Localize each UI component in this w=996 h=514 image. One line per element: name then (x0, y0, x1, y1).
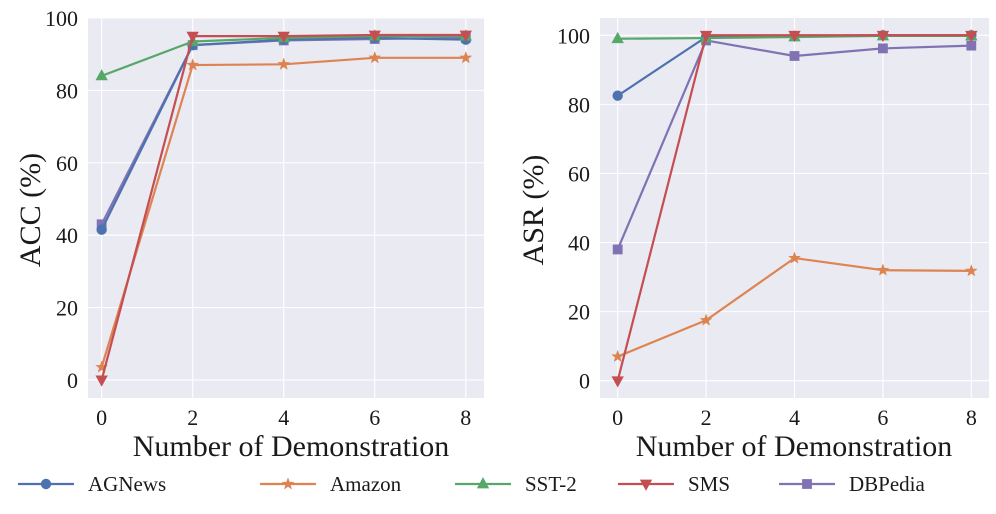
asr-point-sms-6 (876, 30, 890, 43)
asr-point-agnews-0 (612, 90, 623, 101)
asr-point-amazon-2 (699, 313, 713, 326)
legend-marker-sms (639, 479, 653, 491)
legend-item-agnews: AGNews (18, 472, 166, 496)
asr-x-axis-title: Number of Demonstration (636, 430, 953, 463)
asr-point-sst-2-0 (611, 31, 624, 44)
acc-y-ticks: 0 20 40 60 80 100 (45, 6, 78, 393)
acc-point-amazon-8 (459, 51, 473, 64)
asr-y-tick-60: 60 (568, 161, 590, 186)
asr-x-tick-6: 6 (877, 405, 888, 430)
asr-x-tick-4: 4 (789, 405, 800, 430)
asr-x-tick-0: 0 (612, 405, 623, 430)
legend-marker-dbpedia (802, 479, 812, 489)
acc-y-tick-0: 0 (67, 368, 78, 393)
legend-label-sst-2: SST-2 (525, 472, 577, 496)
asr-y-ticks: 0 20 40 60 80 100 (557, 23, 590, 393)
asr-panel: 0 20 40 60 80 100 0 2 4 6 8 Number of Demonstrati… (517, 18, 989, 463)
legend-label-sms: SMS (688, 472, 730, 496)
legend-item-sst-2: SST-2 (455, 472, 577, 496)
asr-point-dbpedia-0 (612, 244, 623, 255)
asr-series-sms (611, 30, 978, 388)
legend-marker-sst-2 (476, 477, 490, 489)
acc-point-sms-6 (368, 30, 381, 42)
legend: AGNews Amazon SST-2 SMS DBPedia (18, 472, 926, 496)
acc-point-sst-2-0 (95, 69, 108, 81)
acc-point-amazon-2 (186, 58, 200, 71)
legend-label-dbpedia: DBPedia (849, 472, 926, 496)
legend-label-agnews: AGNews (88, 472, 166, 496)
asr-point-sms-4 (788, 30, 801, 43)
acc-point-sms-2 (186, 31, 199, 43)
acc-plot-background (88, 18, 484, 398)
acc-x-tick-0: 0 (96, 405, 107, 430)
acc-point-amazon-4 (277, 57, 291, 70)
asr-x-tick-2: 2 (701, 405, 712, 430)
asr-y-axis-title: ASR (%) (517, 155, 550, 266)
legend-label-amazon: Amazon (330, 472, 402, 496)
acc-panel: 0 20 40 60 80 100 0 2 4 6 8 Number of Demonstrati… (14, 6, 484, 463)
acc-y-axis-title: ACC (%) (14, 153, 47, 267)
acc-x-tick-4: 4 (278, 405, 289, 430)
legend-marker-amazon (281, 477, 295, 490)
asr-x-tick-8: 8 (966, 405, 977, 430)
legend-marker-agnews (40, 478, 52, 490)
acc-y-tick-20: 20 (56, 296, 78, 321)
asr-point-dbpedia-6 (878, 43, 888, 54)
legend-item-amazon: Amazon (260, 472, 402, 496)
acc-x-tick-8: 8 (460, 405, 471, 430)
asr-series-amazon (611, 251, 978, 362)
acc-y-tick-60: 60 (56, 151, 78, 176)
acc-y-tick-80: 80 (56, 78, 78, 103)
acc-point-sms-4 (277, 31, 290, 43)
acc-x-tick-6: 6 (369, 405, 380, 430)
asr-y-tick-80: 80 (568, 92, 590, 117)
acc-x-axis-title: Number of Demonstration (133, 430, 450, 463)
acc-point-amazon-6 (368, 51, 382, 64)
acc-point-sms-8 (459, 30, 472, 42)
acc-y-tick-40: 40 (56, 223, 78, 248)
acc-x-ticks: 0 2 4 6 8 (96, 405, 471, 430)
legend-item-sms: SMS (618, 472, 730, 496)
acc-series (95, 29, 473, 387)
asr-y-tick-20: 20 (568, 300, 590, 325)
acc-point-agnews-0 (96, 224, 107, 235)
asr-point-sms-0 (611, 376, 624, 388)
acc-grid (88, 17, 484, 398)
asr-point-sms-2 (699, 30, 713, 43)
asr-point-dbpedia-8 (966, 40, 977, 51)
asr-y-tick-40: 40 (568, 231, 590, 256)
acc-series-amazon (95, 51, 473, 373)
acc-point-sms-0 (95, 375, 108, 387)
asr-y-tick-0: 0 (579, 369, 590, 394)
asr-point-amazon-0 (611, 349, 624, 362)
asr-series (611, 29, 978, 388)
acc-y-tick-100: 100 (45, 6, 78, 31)
legend-item-dbpedia: DBPedia (779, 472, 926, 496)
asr-point-amazon-4 (788, 251, 801, 264)
asr-y-tick-100: 100 (557, 23, 590, 48)
acc-series-sms (95, 30, 472, 387)
acc-x-tick-2: 2 (187, 405, 198, 430)
asr-point-amazon-8 (964, 264, 978, 277)
asr-point-dbpedia-4 (789, 51, 800, 61)
asr-point-amazon-6 (876, 263, 890, 276)
asr-x-ticks: 0 2 4 6 8 (612, 405, 977, 430)
asr-point-sms-8 (965, 30, 978, 43)
